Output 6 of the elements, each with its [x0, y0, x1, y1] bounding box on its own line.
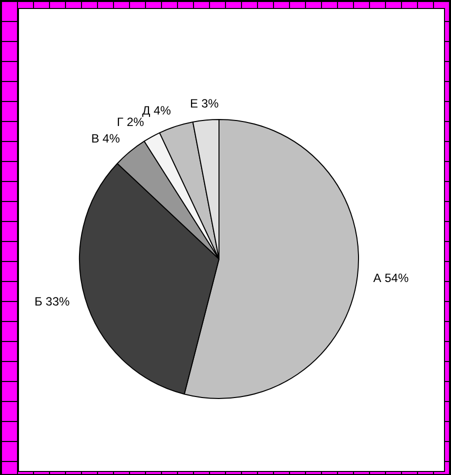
slice-label: В 4% — [91, 132, 120, 146]
slice-label: А 54% — [373, 270, 409, 285]
slice-label: Д 4% — [142, 103, 172, 118]
slice-label: Г 2% — [116, 115, 144, 130]
slice-label: Б 33% — [34, 294, 70, 309]
slice-label: Е 3% — [190, 96, 220, 111]
